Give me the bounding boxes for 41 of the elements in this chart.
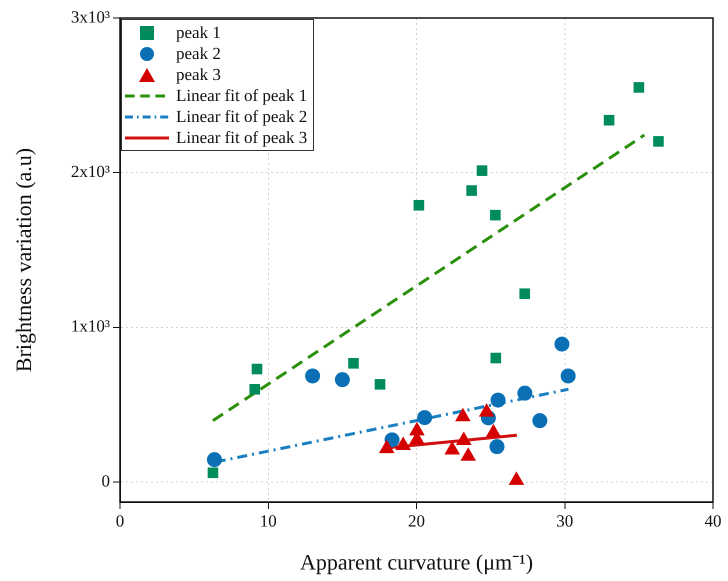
x-tick-label: 40 xyxy=(704,512,722,531)
point xyxy=(490,439,504,454)
point xyxy=(374,379,386,390)
point xyxy=(519,288,530,300)
point xyxy=(490,352,502,364)
point xyxy=(208,467,218,478)
y-tick-label: 3x10³ xyxy=(70,7,110,26)
y-tick-label: 0 xyxy=(102,471,110,490)
point xyxy=(466,185,477,196)
legend-label: Linear fit of peak 3 xyxy=(176,127,308,148)
point xyxy=(653,136,664,147)
legend-label: peak 3 xyxy=(176,64,221,85)
point xyxy=(532,413,548,428)
x-tick-label: 10 xyxy=(260,512,277,531)
point xyxy=(417,410,432,426)
x-tick-label: 30 xyxy=(556,512,574,531)
point xyxy=(334,372,350,388)
point xyxy=(604,114,614,126)
x-tick-label: 20 xyxy=(408,512,425,531)
x-axis-title: Apparent curvature (μm⁻¹) xyxy=(300,550,534,575)
point xyxy=(414,200,424,211)
y-tick-label: 2x10³ xyxy=(70,162,110,182)
y-tick-label: 1x10³ xyxy=(70,316,110,336)
x-tick-label: 0 xyxy=(116,512,124,531)
point xyxy=(206,452,222,468)
point xyxy=(305,368,320,384)
legend-label: peak 1 xyxy=(176,22,221,43)
point xyxy=(476,165,488,176)
y-axis-title: Brightness variation (a.u) xyxy=(10,148,36,372)
point xyxy=(490,210,501,220)
point xyxy=(249,384,260,395)
point xyxy=(252,364,262,374)
point xyxy=(348,358,359,369)
legend-label: Linear fit of peak 1 xyxy=(176,85,308,106)
legend-label: peak 2 xyxy=(176,43,221,64)
point xyxy=(490,392,506,408)
point xyxy=(560,368,576,384)
point xyxy=(634,82,644,93)
legend-label: Linear fit of peak 2 xyxy=(176,106,308,127)
point xyxy=(554,336,570,352)
point xyxy=(517,386,532,401)
